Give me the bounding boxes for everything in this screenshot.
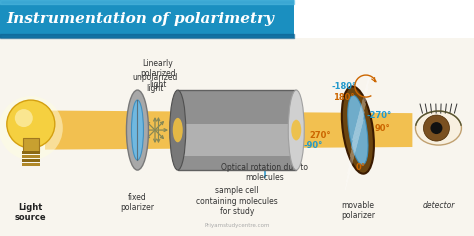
FancyBboxPatch shape (22, 163, 40, 166)
Ellipse shape (288, 90, 304, 170)
Ellipse shape (342, 86, 374, 174)
FancyBboxPatch shape (22, 159, 40, 162)
Text: 270°: 270° (309, 131, 331, 139)
Text: sample cell
containing molecules
for study: sample cell containing molecules for stu… (196, 186, 278, 216)
Text: -180°: -180° (331, 82, 356, 91)
Ellipse shape (170, 90, 186, 170)
Text: Light
source: Light source (15, 202, 46, 222)
FancyBboxPatch shape (0, 38, 474, 236)
Circle shape (0, 96, 63, 160)
Ellipse shape (291, 120, 301, 140)
Text: 90°: 90° (375, 124, 391, 133)
Circle shape (15, 109, 33, 127)
Text: Instrumentation of polarimetry: Instrumentation of polarimetry (6, 12, 274, 26)
Text: 180°: 180° (333, 93, 355, 102)
Polygon shape (45, 110, 412, 150)
Text: Linearly
polarized
light: Linearly polarized light (140, 59, 175, 88)
Ellipse shape (415, 111, 462, 145)
Text: movable
polarizer: movable polarizer (341, 201, 375, 220)
FancyBboxPatch shape (22, 155, 40, 158)
FancyBboxPatch shape (22, 151, 40, 154)
Text: fixed
polarizer: fixed polarizer (120, 193, 155, 212)
Text: Optical rotation due to
molecules: Optical rotation due to molecules (221, 163, 309, 182)
Text: detector: detector (422, 201, 455, 210)
FancyBboxPatch shape (178, 90, 296, 170)
Text: 0°: 0° (355, 163, 365, 172)
Ellipse shape (131, 100, 144, 160)
Ellipse shape (127, 90, 148, 170)
Ellipse shape (173, 118, 183, 142)
Circle shape (423, 115, 449, 141)
FancyBboxPatch shape (178, 124, 296, 156)
Circle shape (7, 100, 55, 148)
Text: Priyamstudycentre.com: Priyamstudycentre.com (204, 223, 270, 228)
Ellipse shape (348, 95, 368, 165)
Circle shape (430, 122, 442, 134)
Text: -90°: -90° (303, 141, 322, 150)
Text: -270°: -270° (366, 111, 392, 120)
FancyBboxPatch shape (23, 138, 39, 152)
FancyBboxPatch shape (0, 0, 294, 38)
Text: unpolarized
light: unpolarized light (132, 73, 178, 93)
